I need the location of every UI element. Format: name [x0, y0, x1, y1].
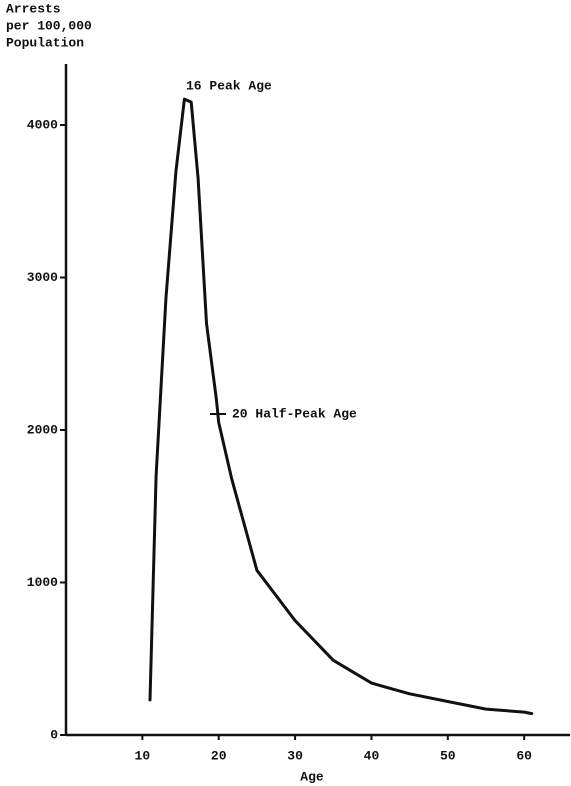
- y-tick-label: 3000: [27, 270, 58, 285]
- data-line: [148, 97, 534, 716]
- x-tick-label: 10: [135, 748, 151, 763]
- x-tick-label: 20: [211, 748, 227, 763]
- annotation: 16 Peak Age: [186, 78, 272, 93]
- x-tick-label: 60: [516, 748, 532, 763]
- y-tick-label: 1000: [27, 575, 58, 590]
- x-tick-label: 30: [287, 748, 303, 763]
- y-tick-label: 2000: [27, 422, 58, 437]
- x-tick-label: 40: [364, 748, 380, 763]
- x-tick-label: 50: [440, 748, 456, 763]
- y-axis-label: Arrests: [6, 1, 61, 16]
- y-tick-label: 4000: [27, 117, 58, 132]
- x-axis-label: Age: [300, 769, 324, 784]
- annotation: 20 Half-Peak Age: [232, 406, 357, 421]
- y-axis-label: per 100,000: [6, 18, 92, 33]
- y-axis-label: Population: [6, 35, 84, 50]
- y-tick-label: 0: [50, 727, 58, 742]
